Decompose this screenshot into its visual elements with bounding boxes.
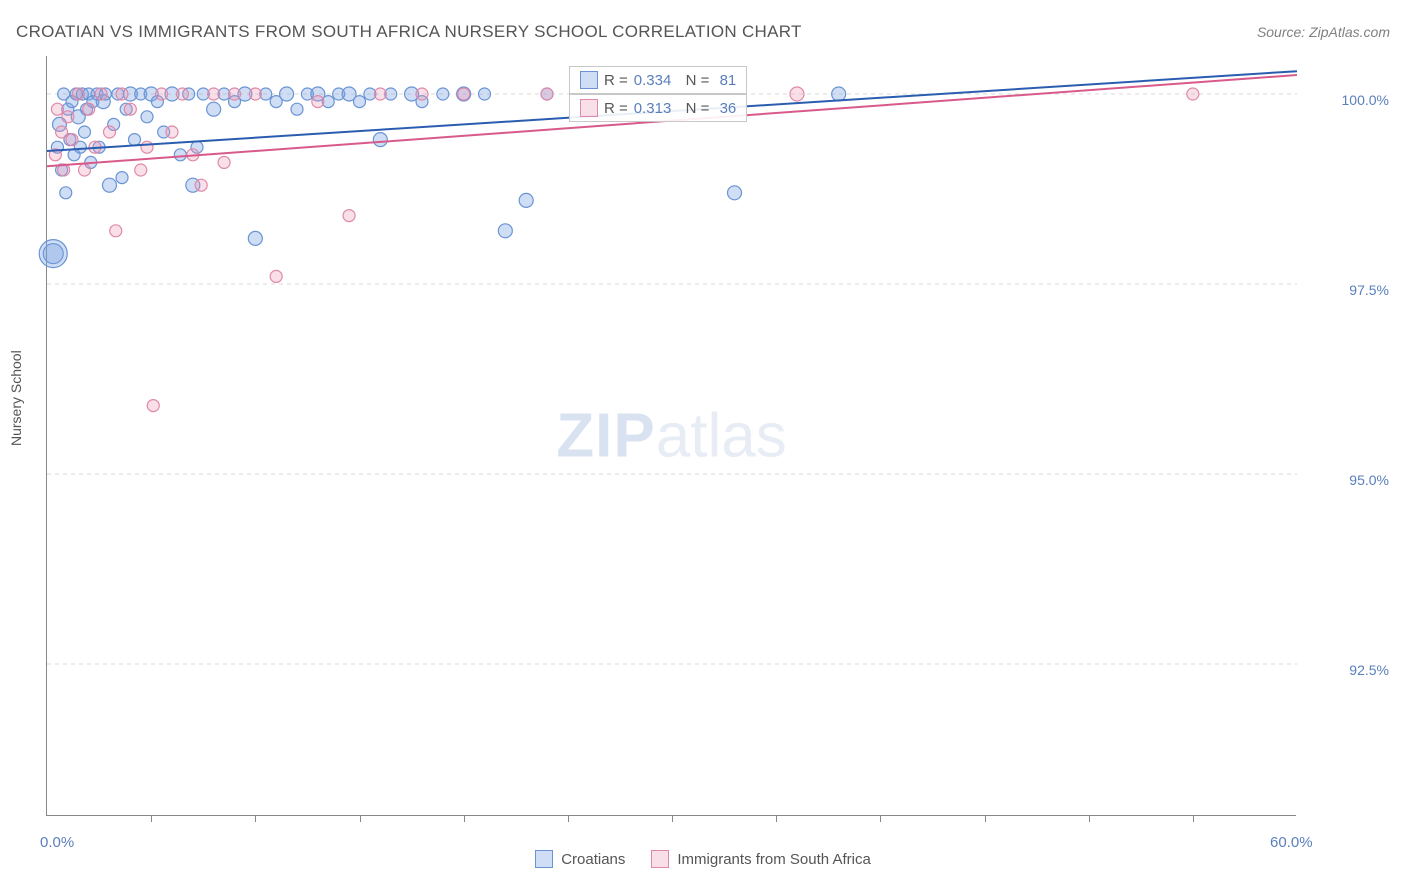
legend-r-label: R = <box>604 72 628 89</box>
x-tick <box>776 815 777 822</box>
data-point <box>135 164 147 176</box>
x-axis-min-label: 0.0% <box>40 834 74 851</box>
data-point <box>498 224 512 238</box>
data-point <box>728 186 742 200</box>
data-point <box>270 270 282 282</box>
data-point <box>541 88 553 100</box>
data-point <box>416 88 428 100</box>
legend-n-value: 81 <box>715 72 736 89</box>
x-tick <box>672 815 673 822</box>
stats-legend: R = 0.334 N = 81R = 0.313 N = 36 <box>569 66 747 122</box>
y-tick-label: 92.5% <box>1309 662 1389 678</box>
data-point <box>104 126 116 138</box>
legend-n-value: 36 <box>715 100 736 117</box>
data-point <box>312 96 324 108</box>
x-tick <box>360 815 361 822</box>
legend-r-value: 0.334 <box>634 72 672 89</box>
x-tick <box>464 815 465 822</box>
data-point <box>83 103 95 115</box>
data-point <box>291 103 303 115</box>
data-point <box>519 193 533 207</box>
data-point <box>832 87 846 101</box>
data-point <box>790 87 804 101</box>
data-point <box>110 225 122 237</box>
data-point <box>437 88 449 100</box>
data-point <box>79 126 91 138</box>
data-point <box>218 156 230 168</box>
data-point <box>116 172 128 184</box>
data-point <box>1187 88 1199 100</box>
stats-legend-row: R = 0.313 N = 36 <box>569 94 747 122</box>
data-point <box>141 141 153 153</box>
x-tick <box>255 815 256 822</box>
y-tick-label: 97.5% <box>1309 282 1389 298</box>
y-axis-title: Nursery School <box>8 350 24 446</box>
data-point <box>60 187 72 199</box>
chart-svg <box>47 56 1296 815</box>
data-point <box>51 103 63 115</box>
data-point <box>208 88 220 100</box>
x-tick <box>880 815 881 822</box>
data-point <box>374 88 386 100</box>
data-point <box>249 88 261 100</box>
data-point <box>207 102 221 116</box>
chart-source: Source: ZipAtlas.com <box>1257 24 1390 40</box>
data-point <box>124 103 136 115</box>
data-point <box>195 179 207 191</box>
data-point <box>116 88 128 100</box>
data-point <box>79 164 91 176</box>
x-tick <box>985 815 986 822</box>
data-point <box>141 111 153 123</box>
x-tick <box>1089 815 1090 822</box>
x-axis-max-label: 60.0% <box>1270 834 1313 851</box>
data-point <box>95 88 107 100</box>
legend-r-value: 0.313 <box>634 100 672 117</box>
data-point <box>373 133 387 147</box>
data-point <box>39 240 67 268</box>
legend-swatch <box>580 71 598 89</box>
legend-swatch <box>651 850 669 868</box>
y-tick-label: 100.0% <box>1309 92 1389 108</box>
series-legend-item: Immigrants from South Africa <box>651 850 870 868</box>
data-point <box>458 88 470 100</box>
data-point <box>129 134 141 146</box>
data-point <box>343 210 355 222</box>
data-point <box>248 231 262 245</box>
data-point <box>229 88 241 100</box>
x-tick <box>1193 815 1194 822</box>
legend-swatch <box>580 99 598 117</box>
data-point <box>176 88 188 100</box>
data-point <box>354 96 366 108</box>
data-point <box>166 126 178 138</box>
plot-area: ZIPatlas R = 0.334 N = 81R = 0.313 N = 3… <box>46 56 1296 816</box>
legend-n-label: N = <box>677 72 709 89</box>
x-tick <box>151 815 152 822</box>
x-tick <box>568 815 569 822</box>
legend-n-label: N = <box>677 100 709 117</box>
legend-label: Immigrants from South Africa <box>677 851 870 868</box>
chart-title: CROATIAN VS IMMIGRANTS FROM SOUTH AFRICA… <box>16 22 802 42</box>
data-point <box>62 111 74 123</box>
y-tick-label: 95.0% <box>1309 472 1389 488</box>
series-legend: Croatians Immigrants from South Africa <box>0 850 1406 868</box>
data-point <box>147 400 159 412</box>
stats-legend-row: R = 0.334 N = 81 <box>569 66 747 94</box>
data-point <box>66 134 78 146</box>
legend-label: Croatians <box>561 851 625 868</box>
data-point <box>479 88 491 100</box>
data-point <box>156 88 168 100</box>
data-point <box>103 178 117 192</box>
data-point <box>72 88 84 100</box>
legend-swatch <box>535 850 553 868</box>
data-point <box>174 149 186 161</box>
data-point <box>56 126 68 138</box>
data-point <box>280 87 294 101</box>
series-legend-item: Croatians <box>535 850 625 868</box>
legend-r-label: R = <box>604 100 628 117</box>
